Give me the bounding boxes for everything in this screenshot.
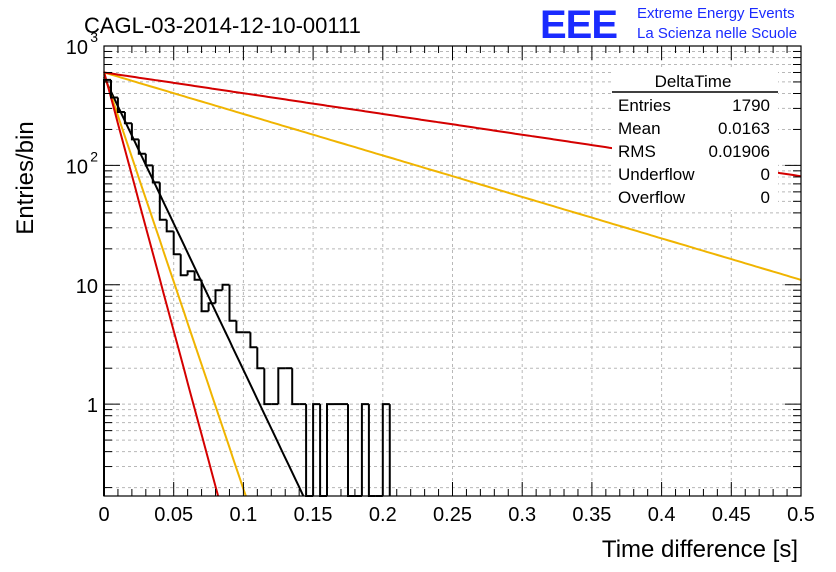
y-tick-label: 1: [87, 395, 98, 417]
histogram-bin: [228, 284, 237, 322]
stats-label-underflow: Underflow: [618, 165, 695, 184]
stats-box-bg: [612, 70, 778, 210]
histogram-bin: [165, 219, 174, 233]
x-axis: 0 0.05 0.1 0.15 0.2 0.25 0.3 0.35 0.4 0.45 0.5: [98, 46, 815, 526]
x-tick-label: 0.25: [433, 504, 472, 526]
histogram-bin: [207, 302, 216, 312]
stats-label-mean: Mean: [618, 119, 661, 138]
stats-label-rms: RMS: [618, 142, 656, 161]
histogram-bin: [193, 271, 202, 281]
x-tick-label: 0.05: [154, 504, 193, 526]
x-tick-label: 0.35: [572, 504, 611, 526]
histogram-bin: [110, 79, 118, 99]
histogram-bin: [360, 403, 369, 496]
stats-box: DeltaTime Entries 1790 Mean 0.0163 RMS 0…: [612, 70, 778, 210]
stats-value-entries: 1790: [732, 96, 770, 115]
histogram-bin: [179, 254, 188, 277]
y-axis-label: Entries/bin: [12, 121, 39, 234]
fit-curve: [103, 73, 247, 497]
histogram-bin: [158, 182, 167, 221]
histogram-bin: [116, 97, 125, 113]
y-tick-label: 10: [66, 156, 88, 178]
histogram-bin: [381, 403, 390, 496]
logo-line-2: La Scienza nelle Scuole: [637, 25, 797, 42]
x-axis-label: Time difference [s]: [602, 536, 798, 563]
stats-name: DeltaTime: [655, 72, 732, 91]
x-tick-label: 0.45: [712, 504, 751, 526]
histogram-bin: [326, 403, 334, 496]
histogram-bin: [200, 279, 209, 313]
histogram-bin: [137, 139, 146, 155]
y-tick-label: 10: [66, 37, 88, 59]
logo-line-1: Extreme Energy Events: [637, 5, 795, 22]
fit-curve: [103, 71, 220, 497]
x-tick-label: 0.2: [369, 504, 397, 526]
stats-value-rms: 0.01906: [709, 142, 770, 161]
histogram-bin: [151, 165, 160, 184]
x-tick-label: 0.4: [648, 504, 676, 526]
stats-value-overflow: 0: [761, 188, 770, 207]
histogram-bin: [186, 270, 195, 276]
histogram-bin: [235, 320, 244, 334]
y-tick-exponent: 2: [90, 148, 98, 164]
eee-logo: EEE: [540, 3, 617, 47]
stats-label-entries: Entries: [618, 96, 671, 115]
x-tick-label: 0.1: [229, 504, 257, 526]
x-tick-label: 0.3: [508, 504, 536, 526]
fit-curve: [103, 76, 305, 497]
x-tick-label: 0: [98, 504, 109, 526]
histogram-bin: [221, 283, 230, 291]
histogram-bin: [291, 368, 300, 406]
x-tick-label: 0.5: [787, 504, 815, 526]
histogram-bin: [130, 123, 139, 141]
stats-value-mean: 0.0163: [718, 119, 770, 138]
histogram-bin: [144, 153, 153, 167]
histogram-bin: [214, 289, 223, 304]
fit-curve: [103, 71, 802, 281]
x-tick-label: 0.15: [294, 504, 333, 526]
stats-value-underflow: 0: [761, 165, 770, 184]
histogram-bin: [249, 332, 258, 349]
histogram-bin: [256, 347, 265, 370]
histogram-bin: [312, 403, 321, 496]
y-tick-label: 10: [76, 276, 98, 298]
histogram-bin: [172, 231, 181, 256]
stats-label-overflow: Overflow: [618, 188, 686, 207]
histogram-bin: [263, 368, 272, 406]
chart-title: CAGL-03-2014-12-10-00111: [84, 13, 361, 38]
histogram-bin: [277, 367, 286, 405]
histogram-bin: [123, 112, 132, 125]
y-tick-exponent: 3: [90, 29, 98, 45]
